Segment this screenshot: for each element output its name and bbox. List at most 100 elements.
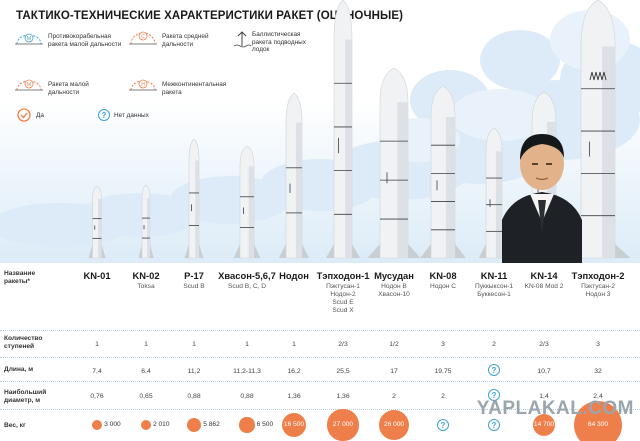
- medium-range-missile-icon: С: [129, 31, 157, 45]
- weight-bubble: [239, 417, 255, 433]
- missile-name: KN-02: [132, 270, 160, 281]
- short-range-missile-icon: М: [15, 79, 43, 91]
- diameter-value: 1,4: [539, 393, 549, 400]
- weight-bubble: [327, 409, 359, 441]
- missile-kn-08: [420, 85, 466, 259]
- legend-short-label: Ракета малой дальности: [48, 81, 89, 96]
- stages-value: 2/3: [338, 341, 348, 348]
- missile-name: Мусудан: [374, 270, 414, 281]
- legend-yes-label: Да: [36, 112, 44, 119]
- missile-alt-names: Scud B, C, D: [227, 283, 267, 290]
- length-value: 25,5: [336, 368, 350, 375]
- legend-medium-label: Ракета средней дальности: [162, 33, 209, 48]
- row-label-diameter: Наибольший диаметр, м: [4, 389, 47, 404]
- missile-name: Хвасон-5,6,7: [218, 270, 276, 281]
- length-value: 11,2-11,3: [233, 368, 261, 375]
- missile-alt-names: KN-08 Mod 2: [524, 283, 564, 290]
- weight-bubble: [186, 417, 202, 433]
- row-label-length: Длина, м: [4, 366, 34, 373]
- legend-anti-ship-label: Противокорабельная ракета малой дальност…: [48, 33, 122, 48]
- missile-name: Тэпходон-1: [316, 270, 370, 281]
- page-title: ТАКТИКО-ТЕХНИЧЕСКИЕ ХАРАКТЕРИСТИКИ РАКЕТ…: [16, 10, 404, 22]
- length-value: 10,7: [537, 368, 551, 375]
- weight-bubble: [141, 420, 151, 430]
- missile-хвасон-5-6-7: [233, 145, 261, 259]
- missile-name: Тэпходон-2: [571, 270, 625, 281]
- diameter-value: 1,36: [336, 393, 350, 400]
- missile-тэпходон-2: [565, 0, 631, 259]
- missile-name: KN-08: [429, 270, 457, 281]
- stages-value: 1/2: [389, 341, 399, 348]
- weight-value: 14 700: [533, 421, 555, 428]
- length-value: 7,4: [92, 368, 102, 375]
- weight-question-icon: ?: [488, 419, 500, 431]
- weight-value: 27 000: [332, 421, 354, 428]
- row-separator: [0, 381, 640, 382]
- stages-value: 1: [245, 341, 249, 348]
- length-value: 19,75: [434, 368, 452, 375]
- check-icon: [17, 108, 31, 122]
- diameter-value: 0,65: [139, 393, 153, 400]
- missile-marking: [589, 71, 607, 81]
- svg-text:М: М: [27, 82, 31, 88]
- weight-value: 26 000: [383, 421, 405, 428]
- length-value: 17: [390, 368, 398, 375]
- submarine-ballistic-missile-icon: [233, 31, 252, 48]
- missile-alt-names: Пэктусан-2 Нодон 3: [581, 283, 615, 298]
- missile-kn-11: [478, 127, 510, 259]
- diameter-value: 2: [441, 393, 445, 400]
- missile-name: Нодон: [279, 270, 309, 281]
- legend-no-data-label: Нет данных: [114, 112, 149, 119]
- stages-value: 2/3: [539, 341, 549, 348]
- row-label-stages: Количество ступеней: [4, 335, 43, 350]
- row-separator: [0, 330, 640, 331]
- svg-text:М: М: [27, 36, 31, 42]
- leader-portrait: [502, 134, 582, 265]
- missile-name: KN-01: [83, 270, 111, 281]
- weight-value: 2 010: [153, 421, 170, 428]
- intercontinental-missile-icon: Н: [129, 79, 157, 91]
- missile-alt-names: Пуккыксон-1 Буккесон-1: [474, 283, 514, 298]
- svg-text:С: С: [141, 34, 145, 40]
- weight-bubble: [574, 401, 622, 441]
- weight-question-icon: ?: [437, 419, 449, 431]
- weight-bubble: [378, 409, 410, 441]
- stages-value: 1: [292, 341, 296, 348]
- missile-alt-names: Scud B: [183, 283, 205, 290]
- stages-value: 3: [441, 341, 445, 348]
- row-label-name: Название ракеты*: [4, 270, 36, 285]
- stages-value: 1: [95, 341, 99, 348]
- legend-submarine-label: Баллистическая ракета подводных лодок: [252, 31, 306, 54]
- weight-value: 64 300: [587, 421, 609, 428]
- row-label-weight: Вес, кг: [4, 422, 26, 429]
- stages-value: 1: [192, 341, 196, 348]
- length-value: 16,2: [287, 368, 301, 375]
- length-value: 11,2: [187, 368, 201, 375]
- weight-value: 3 000: [104, 421, 121, 428]
- row-separator: [0, 409, 640, 410]
- missile-alt-names: Toksa: [137, 283, 155, 290]
- diameter-value: 1,36: [287, 393, 301, 400]
- row-separator: [0, 357, 640, 358]
- weight-value: 5 862: [203, 421, 220, 428]
- missile-alt-names: Пэктусан-1 Нодон-2 Scud E Scud X: [326, 283, 360, 314]
- stages-value: 3: [596, 341, 600, 348]
- missile-kn-01: [88, 185, 106, 259]
- specs-table: Название ракеты* Количество ступеней Дли…: [0, 263, 640, 441]
- stages-value: 1: [144, 341, 148, 348]
- missile-name: KN-11: [480, 270, 508, 281]
- length-value: 6,4: [141, 368, 151, 375]
- weight-bubble: [532, 413, 556, 437]
- legend-icbm-label: Межконтинентальная ракета: [162, 81, 227, 96]
- weight-bubble: [281, 412, 307, 438]
- diameter-value: 0,88: [187, 393, 201, 400]
- missile-kn-02: [138, 184, 154, 259]
- weight-value: 16 500: [283, 421, 305, 428]
- diameter-value: 2,4: [593, 393, 603, 400]
- missile-alt-names: Нодон В Хвасон-10: [378, 283, 410, 298]
- diameter-value: 0,76: [90, 393, 104, 400]
- diameter-value: 2: [392, 393, 396, 400]
- missile-тэпходон-1: [325, 0, 361, 259]
- diameter-question-icon: ?: [488, 389, 500, 401]
